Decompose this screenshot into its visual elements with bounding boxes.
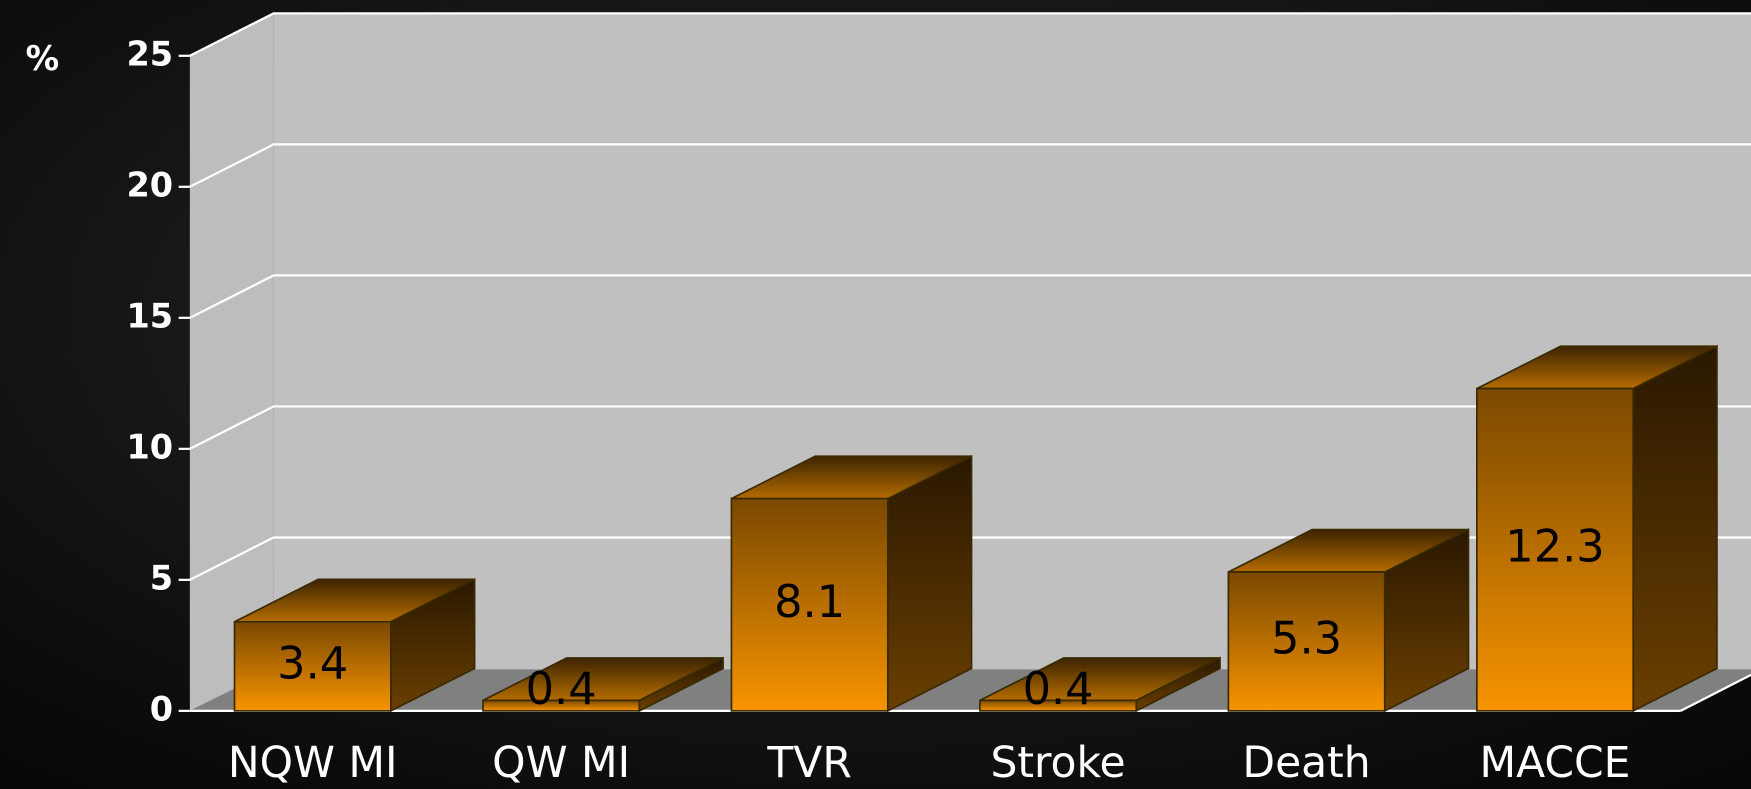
side-wall	[189, 13, 274, 711]
bar-side	[1632, 344, 1718, 713]
value-label: 5.3	[1271, 612, 1342, 664]
bar-front	[1476, 387, 1635, 712]
bar	[730, 454, 973, 713]
bar	[1476, 344, 1718, 713]
x-tick-label: NQW MI	[228, 739, 398, 788]
value-label: 3.4	[277, 637, 348, 689]
y-tick-label: 5	[150, 558, 173, 597]
bar	[233, 578, 476, 713]
grid-line	[189, 536, 1751, 581]
bar-side	[886, 454, 973, 713]
y-tick-label: 0	[150, 689, 173, 728]
y-axis-label: %	[26, 39, 60, 78]
bar-front	[1227, 571, 1386, 712]
y-tick-label: 20	[126, 165, 173, 204]
x-tick-label: TVR	[766, 739, 851, 788]
back-wall	[273, 13, 1751, 670]
bar	[482, 656, 724, 713]
grid-line	[189, 274, 1751, 319]
bar	[979, 656, 1221, 713]
grid-line	[189, 12, 1751, 57]
x-axis-depth	[1680, 673, 1751, 712]
y-tick-label: 10	[126, 427, 173, 466]
value-label: 0.4	[526, 663, 597, 715]
x-tick-label: Death	[1242, 739, 1370, 788]
x-tick-label: QW MI	[492, 739, 630, 788]
bar-front	[979, 699, 1138, 712]
value-label: 0.4	[1023, 663, 1094, 715]
value-label: 12.3	[1505, 521, 1604, 573]
bar-front	[233, 620, 392, 712]
grid-line	[189, 405, 1751, 450]
y-tick-label: 25	[126, 34, 173, 73]
grid-line	[189, 143, 1751, 188]
x-tick-label: MACCE	[1480, 739, 1631, 788]
bar-front	[730, 497, 889, 712]
y-tick-label: 15	[126, 296, 173, 335]
bar-front	[482, 699, 641, 712]
value-label: 8.1	[774, 576, 845, 628]
bar	[1227, 528, 1470, 713]
x-tick-label: Stroke	[990, 739, 1125, 788]
